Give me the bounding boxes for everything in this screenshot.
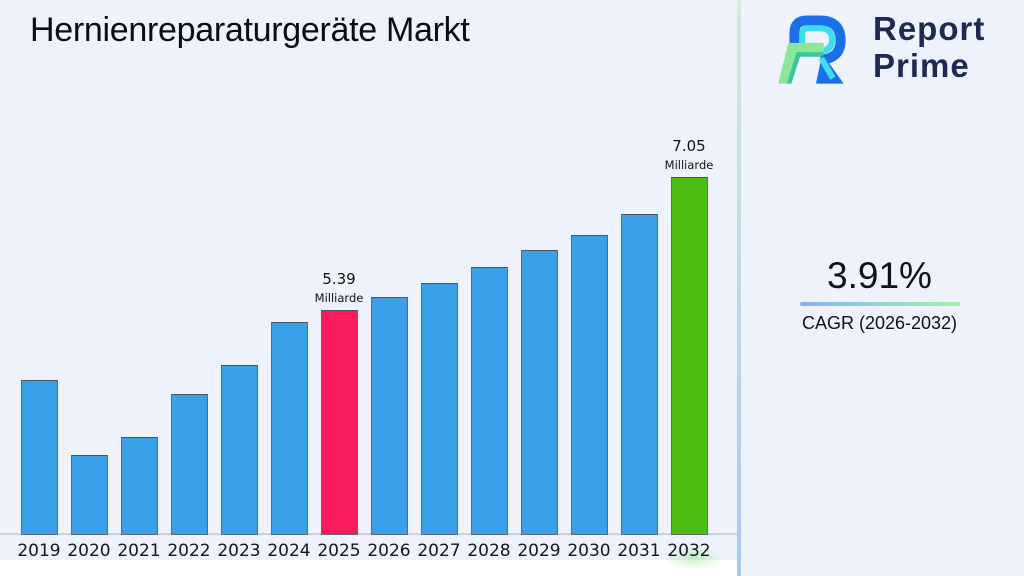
bar-chart: 2019 2020 2021 2022 2023 2024 2025 2026 2027 2028… xyxy=(0,137,737,576)
chart-panel: Hernienreparaturgeräte Markt 2019 2020 202… xyxy=(0,11,737,576)
x-axis-line xyxy=(0,533,737,535)
cagr-value: 3.91% xyxy=(827,255,932,296)
bar-2023 xyxy=(220,365,258,535)
value-label-2032: 7.05 Milliarde xyxy=(644,137,734,172)
report-prime-logo-icon xyxy=(778,15,846,84)
bar-2032 xyxy=(670,177,708,535)
x-tick-2027: 2027 xyxy=(417,541,461,561)
cagr-underline xyxy=(799,302,960,306)
x-tick-2030: 2030 xyxy=(567,541,611,561)
bar-2030 xyxy=(570,235,608,535)
x-tick-2028: 2028 xyxy=(467,541,511,561)
bottom-strip xyxy=(0,560,737,576)
page-title: Hernienreparaturgeräte Markt xyxy=(30,11,470,49)
logo-cyan-bowl xyxy=(799,25,836,56)
value-label-unit: Milliarde xyxy=(314,291,364,305)
x-tick-2021: 2021 xyxy=(117,541,161,561)
bar-2026 xyxy=(370,297,408,535)
x-tick-2019: 2019 xyxy=(17,541,61,561)
x-tick-2031: 2031 xyxy=(617,541,661,561)
x-tick-2022: 2022 xyxy=(167,541,211,561)
logo-green-p xyxy=(778,42,824,84)
x-tick-2026: 2026 xyxy=(367,541,411,561)
value-label-unit: Milliarde xyxy=(664,158,714,172)
bar-2022 xyxy=(170,394,208,535)
logo-blue-bowl xyxy=(789,15,846,65)
bar-2025 xyxy=(320,310,358,535)
bar-2031 xyxy=(620,214,658,535)
value-label-number: 7.05 xyxy=(672,137,706,155)
x-tick-2023: 2023 xyxy=(217,541,261,561)
bar-2021 xyxy=(120,437,158,535)
panel-divider xyxy=(737,0,741,576)
x-tick-2024: 2024 xyxy=(267,541,311,561)
bar-2024 xyxy=(270,322,308,535)
logo-text-line2: Prime xyxy=(873,47,970,84)
x-tick-2029: 2029 xyxy=(517,541,561,561)
bar-2028 xyxy=(470,267,508,535)
x-tick-2032: 2032 xyxy=(667,541,711,561)
bar-2020 xyxy=(70,455,108,535)
bar-2019 xyxy=(20,380,58,535)
value-label-2025: 5.39 Milliarde xyxy=(294,270,384,305)
value-label-number: 5.39 xyxy=(322,270,356,288)
logo-cyan-tail xyxy=(818,56,836,80)
cagr-block: 3.91% CAGR (2026-2032) xyxy=(741,254,1018,334)
logo-text-line1: Report xyxy=(873,10,986,47)
logo-teal-bar xyxy=(795,52,824,57)
report-prime-logo-text: Report Prime xyxy=(873,10,985,84)
bar-2029 xyxy=(520,250,558,535)
right-panel: Report Prime 3.91% CAGR (2026-2032) xyxy=(741,0,1024,576)
watermark-smudge xyxy=(664,546,724,570)
logo-teal-leg xyxy=(786,52,802,84)
cagr-label: CAGR (2026-2032) xyxy=(801,313,958,333)
x-tick-2020: 2020 xyxy=(67,541,111,561)
x-tick-2025: 2025 xyxy=(317,541,361,561)
bar-2027 xyxy=(420,283,458,535)
